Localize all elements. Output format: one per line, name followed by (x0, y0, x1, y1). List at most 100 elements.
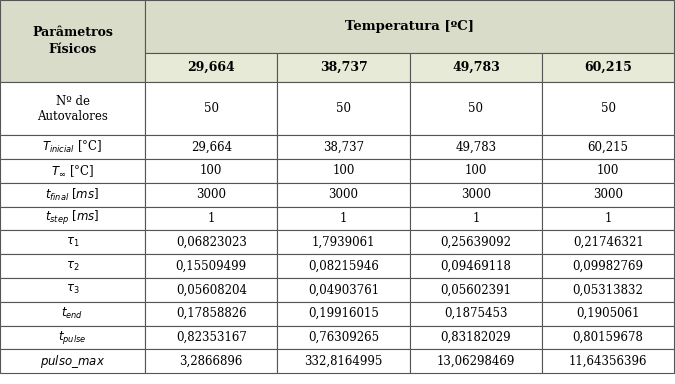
Bar (0, 302, 145, 326)
Text: 0,05608204: 0,05608204 (176, 283, 247, 296)
Bar (0, 135, 145, 159)
Bar (145, 326, 277, 349)
Bar (410, 302, 542, 326)
Bar (0, 183, 145, 207)
Text: 0,08215946: 0,08215946 (308, 260, 379, 273)
Text: $\tau_{3}$: $\tau_{3}$ (65, 283, 80, 296)
Text: 29,664: 29,664 (188, 61, 235, 74)
Bar (145, 302, 277, 326)
Text: 50: 50 (601, 102, 616, 115)
Bar (145, 0, 674, 53)
Bar (277, 159, 410, 183)
Bar (542, 159, 674, 183)
Bar (542, 183, 674, 207)
Text: 0,04903761: 0,04903761 (308, 283, 379, 296)
Text: 29,664: 29,664 (191, 141, 232, 154)
Text: 0,06823023: 0,06823023 (176, 236, 247, 249)
Text: $t_{step}$ $[ms]$: $t_{step}$ $[ms]$ (45, 210, 100, 227)
Text: 49,783: 49,783 (452, 61, 499, 74)
Bar (542, 82, 674, 135)
Text: $\tau_{1}$: $\tau_{1}$ (65, 236, 80, 249)
Bar (0, 278, 145, 302)
Bar (277, 82, 410, 135)
Bar (0, 254, 145, 278)
Text: 0,1875453: 0,1875453 (444, 307, 508, 320)
Bar (277, 230, 410, 254)
Text: 1: 1 (605, 212, 612, 225)
Text: 3000: 3000 (461, 188, 491, 201)
Text: $pulso\_max$: $pulso\_max$ (40, 353, 105, 370)
Bar (542, 302, 674, 326)
Text: Nº de
Autovalores: Nº de Autovalores (37, 95, 108, 122)
Bar (145, 183, 277, 207)
Text: $T_{\infty}$ [°C]: $T_{\infty}$ [°C] (51, 163, 94, 179)
Text: $\tau_{2}$: $\tau_{2}$ (65, 260, 80, 273)
Text: 0,19916015: 0,19916015 (308, 307, 379, 320)
Bar (0, 82, 145, 135)
Bar (410, 207, 542, 230)
Text: 0,05313832: 0,05313832 (572, 283, 643, 296)
Text: 0,76309265: 0,76309265 (308, 331, 379, 344)
Bar (145, 159, 277, 183)
Text: 0,05602391: 0,05602391 (440, 283, 512, 296)
Bar (277, 302, 410, 326)
Text: $T_{inicial}$ [°C]: $T_{inicial}$ [°C] (43, 139, 103, 155)
Text: 332,8164995: 332,8164995 (304, 355, 383, 368)
Bar (277, 207, 410, 230)
Text: 0,25639092: 0,25639092 (440, 236, 512, 249)
Bar (410, 135, 542, 159)
Text: 3,2866896: 3,2866896 (180, 355, 243, 368)
Text: $t_{final}$ $[ms]$: $t_{final}$ $[ms]$ (45, 187, 100, 203)
Bar (542, 207, 674, 230)
Text: 11,64356396: 11,64356396 (569, 355, 647, 368)
Bar (145, 135, 277, 159)
Bar (277, 53, 410, 82)
Bar (0, 0, 145, 82)
Bar (410, 254, 542, 278)
Bar (410, 278, 542, 302)
Text: 100: 100 (597, 164, 620, 177)
Bar (542, 135, 674, 159)
Bar (410, 349, 542, 373)
Text: 1,7939061: 1,7939061 (312, 236, 375, 249)
Text: 100: 100 (200, 164, 223, 177)
Text: 49,783: 49,783 (456, 141, 496, 154)
Bar (145, 53, 277, 82)
Text: 50: 50 (336, 102, 351, 115)
Bar (542, 254, 674, 278)
Bar (542, 230, 674, 254)
Text: 3000: 3000 (593, 188, 623, 201)
Text: 60,215: 60,215 (585, 61, 632, 74)
Text: 38,737: 38,737 (320, 61, 367, 74)
Bar (410, 183, 542, 207)
Bar (542, 53, 674, 82)
Text: 3000: 3000 (196, 188, 226, 201)
Bar (145, 278, 277, 302)
Bar (0, 159, 145, 183)
Bar (145, 82, 277, 135)
Text: 3000: 3000 (329, 188, 358, 201)
Bar (145, 230, 277, 254)
Bar (277, 349, 410, 373)
Bar (145, 207, 277, 230)
Text: $t_{end}$: $t_{end}$ (61, 306, 84, 321)
Bar (410, 326, 542, 349)
Text: 100: 100 (332, 164, 355, 177)
Bar (410, 53, 542, 82)
Text: 0,09469118: 0,09469118 (440, 260, 512, 273)
Bar (145, 254, 277, 278)
Bar (410, 159, 542, 183)
Bar (0, 207, 145, 230)
Bar (277, 183, 410, 207)
Bar (542, 278, 674, 302)
Text: 1: 1 (208, 212, 215, 225)
Text: Temperatura [ºC]: Temperatura [ºC] (345, 20, 475, 33)
Text: $t_{pulse}$: $t_{pulse}$ (59, 329, 86, 346)
Text: 0,82353167: 0,82353167 (176, 331, 247, 344)
Text: 0,1905061: 0,1905061 (576, 307, 640, 320)
Text: 0,80159678: 0,80159678 (572, 331, 643, 344)
Text: 13,06298469: 13,06298469 (437, 355, 515, 368)
Text: 0,15509499: 0,15509499 (176, 260, 247, 273)
Bar (277, 135, 410, 159)
Text: 0,83182029: 0,83182029 (441, 331, 511, 344)
